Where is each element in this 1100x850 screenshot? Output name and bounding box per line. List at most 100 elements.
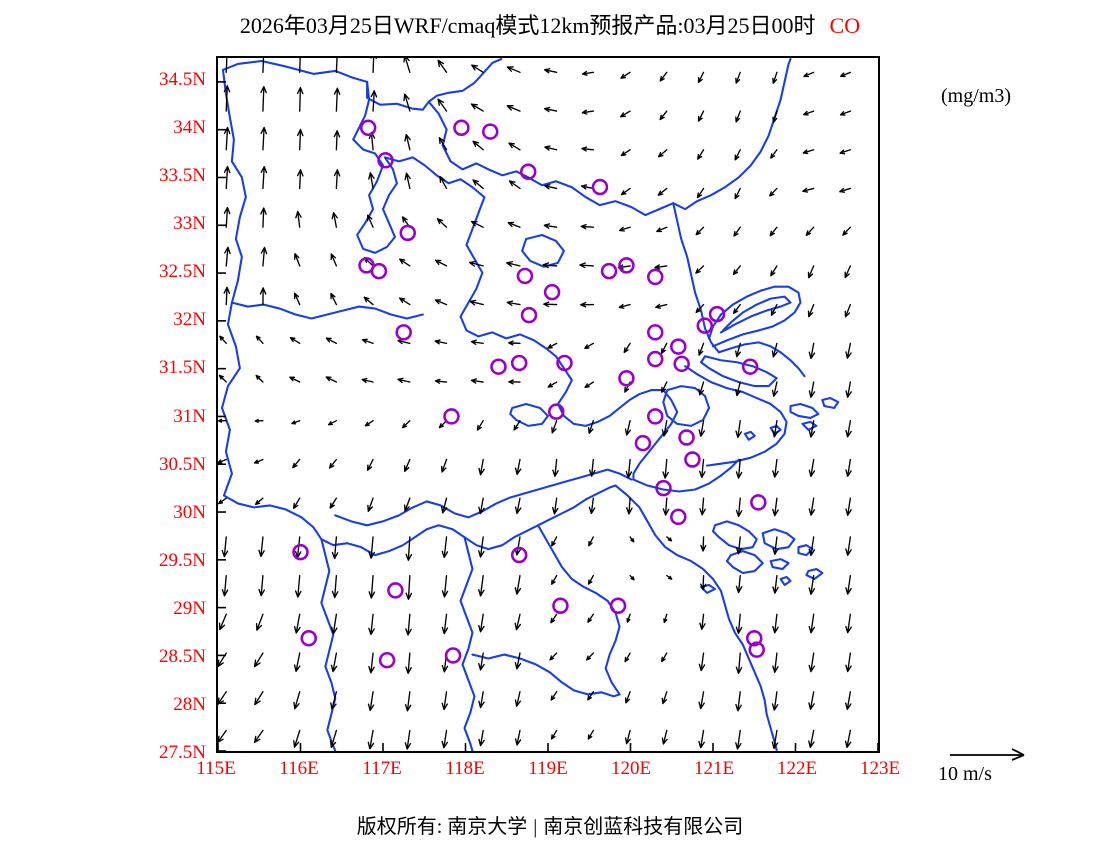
station-marker[interactable]: [670, 338, 687, 355]
wind-vector-arrow: [397, 377, 411, 384]
station-marker[interactable]: [395, 324, 412, 341]
wind-vector-arrow: [845, 381, 852, 398]
station-marker[interactable]: [618, 369, 635, 387]
wind-vector-arrow: [580, 184, 594, 190]
wind-vector-arrow: [805, 226, 815, 236]
wind-vector-arrow: [732, 265, 741, 276]
station-marker[interactable]: [748, 641, 765, 658]
boundary-jiangsu-south: [632, 389, 679, 481]
wind-vector-arrow: [508, 180, 521, 190]
wind-vector-arrow: [808, 381, 816, 398]
station-marker[interactable]: [370, 262, 388, 280]
x-tick-label: 115E: [196, 758, 236, 779]
station-marker[interactable]: [670, 508, 687, 526]
station-marker[interactable]: [453, 119, 470, 137]
wind-vector-arrow: [330, 253, 338, 267]
station-marker[interactable]: [359, 119, 377, 137]
wind-vector-arrow: [845, 342, 852, 359]
station-marker[interactable]: [378, 651, 396, 669]
wind-vector-arrow: [289, 376, 301, 383]
wind-vector-arrow: [253, 652, 264, 668]
wind-vector-arrow: [808, 420, 816, 438]
wind-vector-arrow: [293, 652, 301, 673]
wind-vector-arrow: [623, 342, 631, 354]
map-plot-area[interactable]: [216, 56, 880, 753]
wind-vector-arrow: [845, 574, 852, 595]
wind-vector-arrow: [698, 342, 705, 356]
wind-vector-arrow: [478, 729, 485, 747]
wind-vector-arrow: [289, 337, 301, 345]
station-marker[interactable]: [684, 451, 701, 468]
station-marker[interactable]: [547, 403, 565, 420]
station-marker[interactable]: [520, 306, 538, 324]
wind-vector-arrow: [587, 574, 594, 585]
wind-vector-arrow: [698, 381, 705, 396]
station-marker[interactable]: [646, 408, 664, 425]
station-marker[interactable]: [696, 317, 714, 334]
wind-vector-arrow: [507, 221, 521, 228]
wind-vector-arrow: [580, 301, 594, 308]
wind-vector-arrow: [260, 85, 267, 112]
x-tick-label: 118E: [445, 758, 485, 779]
station-marker[interactable]: [490, 358, 507, 375]
wind-vector-layer: [218, 58, 852, 750]
station-marker[interactable]: [387, 582, 404, 599]
station-marker[interactable]: [646, 324, 664, 341]
station-marker[interactable]: [377, 152, 394, 169]
station-marker[interactable]: [443, 408, 460, 425]
wind-vector-arrow: [368, 574, 376, 599]
wind-vector-arrow: [291, 420, 301, 425]
station-marker[interactable]: [552, 597, 569, 614]
station-marker[interactable]: [292, 543, 309, 561]
station-marker[interactable]: [300, 629, 318, 647]
station-marker[interactable]: [444, 647, 462, 664]
wind-vector-arrow: [441, 613, 449, 635]
station-marker[interactable]: [750, 494, 767, 511]
station-marker[interactable]: [673, 355, 690, 373]
station-marker-layer[interactable]: [292, 119, 767, 669]
station-marker[interactable]: [510, 354, 528, 372]
wind-vector-arrow: [581, 70, 594, 76]
station-marker[interactable]: [634, 434, 652, 452]
station-marker[interactable]: [609, 597, 627, 614]
map-canvas[interactable]: [218, 58, 878, 751]
wind-vector-arrow: [366, 458, 374, 471]
wind-vector-arrow: [469, 260, 484, 267]
station-marker[interactable]: [556, 354, 573, 372]
wind-vector-arrow: [549, 652, 558, 661]
station-marker[interactable]: [746, 629, 763, 647]
station-marker[interactable]: [741, 358, 759, 375]
station-marker[interactable]: [519, 163, 537, 180]
wind-vector-arrow: [325, 376, 338, 383]
station-marker[interactable]: [655, 479, 672, 497]
station-marker[interactable]: [646, 350, 664, 368]
wind-vector-arrow: [771, 420, 779, 438]
wind-vector-arrow: [735, 110, 741, 123]
station-marker[interactable]: [600, 262, 618, 280]
station-marker[interactable]: [618, 257, 635, 274]
wind-vector-arrow: [771, 691, 779, 711]
station-marker[interactable]: [678, 429, 695, 446]
station-marker[interactable]: [591, 178, 609, 196]
wind-vector-arrow: [769, 226, 778, 237]
wind-vector-arrow: [478, 536, 485, 558]
station-marker[interactable]: [510, 546, 528, 564]
wind-vector-arrow: [839, 149, 852, 155]
wind-vector-arrow: [470, 378, 484, 384]
station-marker[interactable]: [708, 305, 726, 323]
wind-vector-arrow: [661, 691, 668, 705]
wind-vector-arrow: [404, 691, 412, 712]
wind-vector-arrow: [471, 64, 484, 73]
station-marker[interactable]: [399, 224, 416, 242]
station-marker[interactable]: [481, 123, 499, 140]
wind-vector-arrow: [735, 691, 742, 712]
station-marker[interactable]: [646, 268, 664, 286]
station-marker[interactable]: [543, 283, 561, 301]
wind-vector-arrow: [513, 420, 521, 431]
station-marker[interactable]: [516, 267, 534, 285]
wind-vector-arrow: [218, 729, 227, 743]
wind-vector-arrow: [399, 297, 411, 306]
wind-vector-arrow: [299, 58, 301, 73]
wind-vector-arrow: [844, 303, 852, 318]
wind-vector-arrow: [584, 342, 594, 349]
